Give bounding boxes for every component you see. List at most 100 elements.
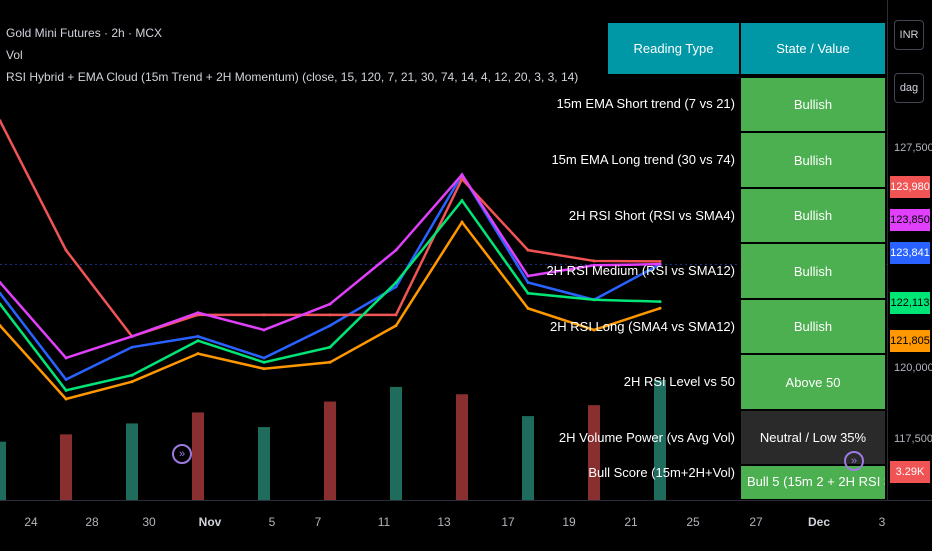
series-point [64, 397, 68, 401]
scroll-back-icon[interactable]: » [172, 444, 192, 464]
series-point [64, 378, 68, 382]
table-row-value: Bullish [740, 77, 886, 132]
series-point [460, 177, 464, 181]
volume-bar [390, 386, 402, 500]
series-point [460, 199, 464, 203]
price-badge: 122,113 [890, 292, 930, 314]
price-badge: 121,805 [890, 330, 930, 352]
series-point [394, 313, 398, 317]
time-tick: 27 [749, 515, 763, 529]
series-point [460, 220, 464, 224]
series-point [328, 302, 332, 306]
series-point [262, 367, 266, 371]
series-point [526, 248, 530, 252]
chart-area[interactable]: Gold Mini Futures · 2h · MCX Vol RSI Hyb… [0, 0, 887, 500]
series-point [64, 248, 68, 252]
volume-bar [654, 380, 666, 500]
table-row-label: 15m EMA Short trend (7 vs 21) [556, 95, 735, 111]
series-point [592, 298, 596, 302]
series-point [130, 380, 134, 384]
table-row-label: 15m EMA Long trend (30 vs 74) [551, 152, 735, 167]
time-tick: 21 [624, 515, 638, 529]
table-row-value: Bullish [740, 188, 886, 243]
series-point [0, 281, 2, 284]
series-point [328, 360, 332, 364]
series-point [592, 263, 596, 267]
table-row-value: Above 50 [740, 354, 886, 410]
table-row-label: 2H RSI Level vs 50 [623, 374, 735, 389]
series-point [526, 291, 530, 295]
symbol-title[interactable]: Gold Mini Futures · 2h · MCX [6, 26, 163, 40]
time-tick: 7 [314, 515, 322, 529]
series-point [262, 360, 266, 364]
unit-button[interactable]: dag [894, 73, 924, 103]
indicator-legend[interactable]: RSI Hybrid + EMA Cloud (15m Trend + 2H M… [6, 70, 579, 84]
price-tick: 117,500 [894, 433, 932, 445]
series-point [658, 306, 662, 310]
time-tick: 11 [377, 515, 391, 529]
time-tick: 28 [85, 515, 99, 529]
series-point [592, 328, 596, 332]
scroll-forward-icon[interactable]: » [844, 451, 864, 471]
table-header-reading-type: Reading Type [607, 22, 740, 75]
table-row-label: 2H RSI Long (SMA4 vs SMA12) [550, 319, 735, 334]
series-point [196, 352, 200, 356]
volume-bar [192, 412, 204, 500]
table-row-value: Bullish [740, 132, 886, 188]
table-header-state-value: State / Value [740, 22, 886, 75]
series-point [262, 313, 266, 317]
table-row-label: 2H RSI Medium (RSI vs SMA12) [546, 263, 735, 278]
series-point [658, 262, 662, 266]
series-point [262, 356, 266, 360]
volume-bar [324, 401, 336, 500]
time-tick: 25 [686, 515, 700, 529]
price-chart[interactable] [0, 0, 887, 500]
time-tick: 3 [878, 515, 886, 529]
table-row-label: 2H RSI Short (RSI vs SMA4) [568, 208, 735, 223]
time-tick: 17 [501, 515, 515, 529]
time-axis[interactable] [0, 500, 932, 551]
series-point [526, 281, 530, 284]
series-point [130, 345, 134, 349]
volume-bar [588, 405, 600, 500]
series-point [328, 345, 332, 349]
series-point [130, 334, 134, 338]
table-row-label: Bull Score (15m+2H+Vol) [588, 465, 735, 480]
series-point [196, 339, 200, 343]
time-tick: Dec [807, 515, 831, 529]
series-point [526, 306, 530, 310]
time-tick: 5 [268, 515, 276, 529]
series-point [262, 328, 266, 332]
series-point [196, 334, 200, 338]
series-point [328, 324, 332, 328]
series-point [196, 311, 200, 315]
series-point [130, 373, 134, 377]
volume-bar [60, 434, 72, 500]
price-badge: 123,850 [890, 209, 930, 231]
series-point [64, 356, 68, 360]
volume-bar [522, 416, 534, 500]
series-point [0, 291, 2, 295]
table-row-label: 2H Volume Power (vs Avg Vol) [558, 430, 735, 445]
volume-badge: 3.29K [890, 461, 930, 483]
series-point [394, 324, 398, 328]
price-badge: 123,841 [890, 242, 930, 264]
volume-bar [126, 423, 138, 500]
time-tick: 24 [24, 515, 38, 529]
series-point [394, 285, 398, 289]
volume-bar [0, 441, 6, 500]
series-point [328, 313, 332, 317]
volume-bar [456, 394, 468, 500]
series-point [394, 281, 398, 284]
series-point [0, 302, 2, 306]
table-row-value: Bullish [740, 243, 886, 299]
series-point [394, 248, 398, 252]
price-badge: 123,980 [890, 176, 930, 198]
price-tick: 120,000 [894, 362, 932, 374]
series-point [0, 324, 2, 328]
table-row-value: Bullish [740, 299, 886, 354]
currency-button[interactable]: INR [894, 20, 924, 50]
time-tick: 19 [562, 515, 576, 529]
volume-bar [258, 427, 270, 500]
volume-legend[interactable]: Vol [6, 48, 23, 62]
